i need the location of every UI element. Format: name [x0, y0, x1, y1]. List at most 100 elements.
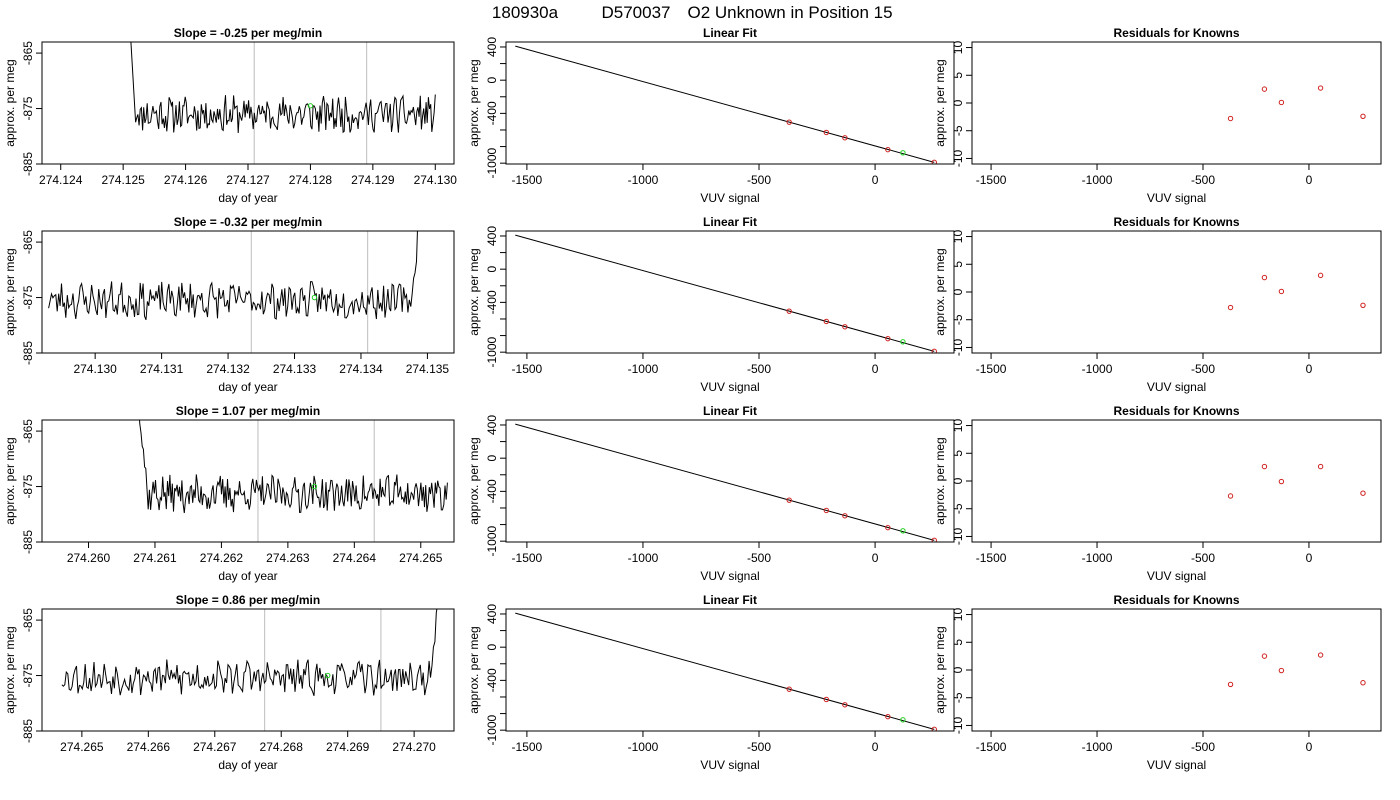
x-tick-label: -500: [747, 173, 771, 187]
known-point: [1227, 493, 1234, 499]
panel-title: Residuals for Knowns: [1113, 26, 1239, 40]
known-point: [931, 348, 937, 353]
fit-line: [515, 45, 935, 163]
y-tick-label: -5: [951, 692, 965, 703]
known-point: [786, 119, 792, 125]
known-point: [1278, 667, 1285, 674]
x-tick-label: 274.131: [140, 362, 184, 376]
panel-title: Residuals for Knowns: [1113, 404, 1239, 418]
unknown-marker: [325, 672, 331, 679]
x-tick-label: -500: [1191, 362, 1215, 376]
y-axis-label: approx. per meg: [933, 626, 947, 713]
signal-trace: [139, 420, 448, 514]
y-tick-label: 5: [951, 450, 965, 457]
panel-3: Residuals for Knowns VUV signal approx. pe…: [933, 26, 1382, 205]
y-tick-label: -1000: [485, 526, 499, 557]
plot-frame: [41, 41, 455, 165]
panel-10: Slope = 0.86 per meg/min day of year appro…: [3, 593, 455, 772]
y-tick-label: -1000: [485, 337, 499, 368]
plot-frame: [41, 230, 455, 354]
y-tick-label: -865: [21, 41, 35, 65]
x-tick-label: 274.130: [73, 362, 117, 376]
x-tick-label: 274.124: [39, 173, 83, 187]
plot-frame: [41, 608, 455, 732]
plot-frame: [971, 41, 1382, 165]
x-tick-label: 0: [872, 551, 879, 565]
y-tick-label: -875: [21, 96, 35, 120]
y-axis-label: approx. per meg: [3, 626, 17, 713]
x-axis-label: day of year: [218, 380, 277, 394]
known-point: [842, 324, 848, 330]
x-tick-label: 274.266: [127, 740, 171, 754]
y-tick-label: -400: [485, 479, 499, 503]
y-tick-label: 0: [951, 666, 965, 673]
y-tick-label: 0: [485, 644, 499, 651]
known-point: [885, 335, 891, 342]
panel-title: Slope = -0.32 per meg/min: [174, 215, 322, 229]
x-tick-label: -1000: [628, 362, 659, 376]
x-tick-label: -500: [747, 362, 771, 376]
unknown-point: [900, 528, 906, 534]
known-point: [1317, 463, 1324, 470]
x-axis-label: VUV signal: [700, 380, 759, 394]
y-axis-label: approx. per meg: [3, 248, 17, 335]
x-tick-label: 274.126: [164, 173, 208, 187]
panel-5: Linear Fit VUV signal approx. per meg -1500…: [467, 215, 955, 394]
panel-9: Residuals for Knowns VUV signal approx. pe…: [933, 404, 1382, 583]
known-point: [786, 686, 792, 692]
x-tick-label: -500: [1191, 551, 1215, 565]
y-tick-label: 400: [485, 415, 499, 435]
known-point: [823, 507, 830, 514]
known-point: [1278, 478, 1285, 485]
x-tick-label: 274.135: [406, 362, 450, 376]
known-point: [885, 146, 891, 153]
y-tick-label: 10: [951, 608, 965, 622]
known-point: [1360, 113, 1366, 120]
known-point: [1317, 272, 1324, 279]
y-axis-label: approx. per meg: [467, 59, 481, 146]
y-tick-label: -865: [21, 419, 35, 443]
y-tick-label: -10: [951, 527, 965, 545]
known-point: [786, 308, 792, 314]
x-tick-label: 274.127: [226, 173, 270, 187]
y-tick-label: -400: [485, 668, 499, 692]
y-tick-label: 5: [951, 72, 965, 79]
known-point: [931, 726, 937, 731]
plot-frame: [971, 230, 1382, 354]
panel-title: Linear Fit: [703, 593, 757, 607]
x-tick-label: -1500: [976, 173, 1007, 187]
panel-4: Slope = -0.32 per meg/min day of year appr…: [3, 215, 455, 394]
y-axis-label: approx. per meg: [3, 437, 17, 524]
known-point: [1360, 302, 1366, 309]
plot-frame: [41, 419, 455, 543]
y-axis-label: approx. per meg: [933, 59, 947, 146]
x-axis-label: VUV signal: [700, 569, 759, 583]
x-tick-label: 274.129: [351, 173, 395, 187]
y-tick-label: 10: [951, 41, 965, 55]
y-tick-label: 0: [485, 455, 499, 462]
known-point: [1227, 304, 1234, 311]
y-tick-label: -1000: [485, 148, 499, 179]
x-tick-label: -500: [747, 551, 771, 565]
known-point: [842, 135, 848, 141]
y-tick-label: 0: [951, 99, 965, 106]
panel-2: Linear Fit VUV signal approx. per meg -1500…: [467, 26, 955, 205]
plot-frame: [505, 419, 955, 543]
y-tick-label: 5: [951, 261, 965, 268]
known-point: [931, 537, 937, 542]
x-tick-label: 274.130: [414, 173, 458, 187]
y-tick-label: -5: [951, 125, 965, 136]
figure-title-sample: D570037: [601, 3, 670, 22]
fit-line: [515, 423, 935, 541]
y-tick-label: -865: [21, 230, 35, 254]
known-point: [1261, 653, 1268, 659]
figure-title-desc: O2 Unknown in Position 15: [687, 3, 892, 22]
y-tick-label: -885: [21, 152, 35, 176]
panel-title: Slope = 0.86 per meg/min: [176, 593, 320, 607]
plot-frame: [505, 608, 955, 732]
signal-trace: [130, 42, 436, 134]
x-tick-label: 274.125: [101, 173, 145, 187]
x-tick-label: 0: [1306, 740, 1313, 754]
x-tick-label: 0: [872, 362, 879, 376]
y-tick-label: 400: [485, 37, 499, 57]
